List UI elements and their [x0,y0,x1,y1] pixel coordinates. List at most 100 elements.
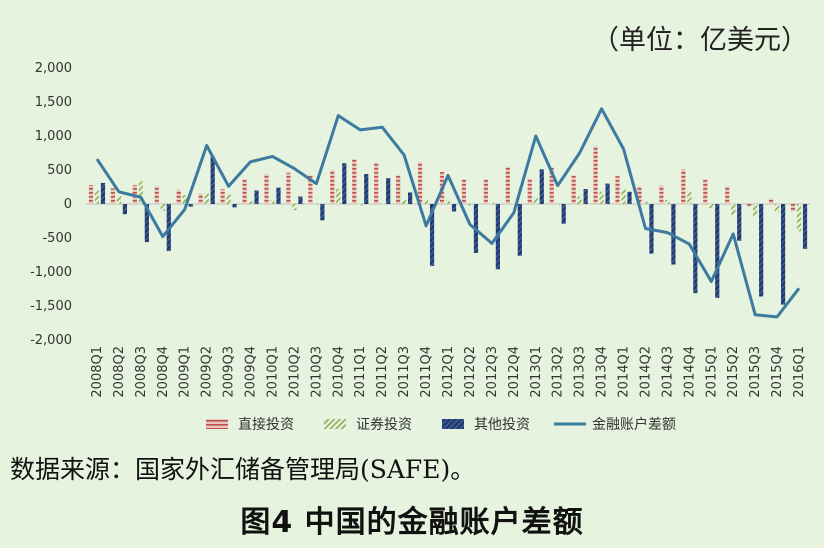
balance-line [95,107,801,319]
other-investment-bar [100,182,106,204]
x-tick-label: 2012Q3 [485,346,500,398]
x-tick-label: 2009Q2 [200,346,215,398]
financial-account-chart: -2,000 -1,500 -1,000 -500 0 500 1,000 1,500 2,00… [30,61,810,433]
y-tick-label: -2,000 [30,333,72,348]
y-tick-label: -1,500 [30,299,72,314]
other-investment-bar [539,169,544,204]
x-tick-label: 2013Q4 [595,346,610,398]
other-investment-bar [605,183,610,204]
fdi-bar [110,188,116,204]
portfolio-bar [687,191,692,204]
fdi-bar [352,159,357,204]
portfolio-bar [270,199,275,204]
other-investment-bar [232,204,237,208]
fdi-bar [176,189,181,204]
fdi-bar [505,166,510,204]
other-investment-bar [802,204,808,249]
fdi-bar [681,169,686,204]
other-investment-bar [320,204,325,221]
portfolio-bar [358,204,363,206]
fdi-bar [703,179,708,204]
portfolio-bar [577,196,582,204]
fdi-bar [198,193,203,204]
x-tick-label: 2008Q4 [156,346,171,398]
fdi-bar [264,174,269,204]
portfolio-bar [204,193,209,204]
x-tick-label: 2012Q2 [463,346,478,398]
other-investment-bar [737,204,742,241]
portfolio-bar [336,189,341,204]
other-investment-bar [759,204,764,297]
portfolio-bar [643,201,648,204]
fdi-bar [88,184,94,204]
portfolio-bar [731,204,736,215]
portfolio-bar [445,199,451,204]
x-tick-label: 2015Q3 [748,346,763,398]
x-tick-label: 2015Q4 [770,346,785,398]
fdi-bar [374,162,379,204]
fdi-bar [747,204,752,207]
portfolio-bar [467,204,473,206]
other-investment-bar [276,187,281,204]
portfolio-bar [226,194,231,204]
fdi-bar [308,175,313,204]
x-tick-label: 2010Q3 [309,346,324,398]
other-investment-bar [561,204,566,224]
y-tick-label: 1,500 [35,95,72,110]
legend-fdi-swatch [206,419,228,429]
portfolio-bar [314,204,319,205]
unit-label: （单位：亿美元） [592,25,808,56]
legend-portfolio-swatch [324,419,346,429]
other-investment-bar [122,204,128,215]
other-investment-bar [693,204,698,294]
x-tick-label: 2011Q4 [419,346,434,398]
other-investment-bar [254,190,259,204]
x-tick-label: 2015Q2 [726,346,741,398]
other-investment-bar [342,163,347,204]
legend-other-investment-swatch [442,419,464,429]
x-tick-label: 2016Q1 [792,346,807,398]
portfolio-bar [248,201,253,204]
legend-other-investment-label: 其他投资 [474,417,530,433]
x-tick-label: 2015Q1 [704,346,719,398]
x-tick-label: 2009Q1 [178,346,193,398]
x-tick-label: 2010Q2 [287,346,302,398]
fdi-bar [220,189,225,204]
fdi-bar [461,179,467,204]
portfolio-bar [533,197,538,204]
portfolio-bar [160,204,165,211]
portfolio-bar [555,204,560,206]
portfolio-bar [753,204,758,217]
portfolio-bar [182,195,187,204]
x-tick-label: 2008Q3 [134,346,149,398]
other-investment-bar [364,174,369,204]
other-investment-bar [408,192,413,204]
fdi-bar [286,172,291,204]
fdi-bar [154,186,159,204]
legend-balance-label: 金融账户差额 [592,416,676,433]
x-tick-label: 2012Q1 [441,346,456,398]
other-investment-bar [298,196,303,204]
other-investment-bar [780,204,786,305]
data-source-note: 数据来源：国家外汇储备管理局(SAFE)。 [10,455,476,484]
other-investment-bar [210,156,215,204]
other-investment-bar [517,204,522,256]
portfolio-bar [402,199,407,204]
fdi-bar [527,178,532,204]
portfolio-bar [292,204,297,211]
fdi-bar [725,186,730,204]
other-investment-bar [429,204,435,266]
fdi-bar [637,186,642,204]
portfolio-bar [621,189,626,204]
other-investment-bar [451,204,457,212]
other-investment-bar [144,204,149,243]
fdi-bar [242,179,247,204]
x-tick-label: 2010Q1 [265,346,280,398]
other-investment-bar [627,191,632,204]
x-tick-label: 2011Q3 [397,346,412,398]
portfolio-bar [599,191,604,204]
x-tick-label: 2014Q3 [660,346,675,398]
fdi-bar [659,185,664,204]
legend-fdi-label: 直接投资 [238,416,294,433]
